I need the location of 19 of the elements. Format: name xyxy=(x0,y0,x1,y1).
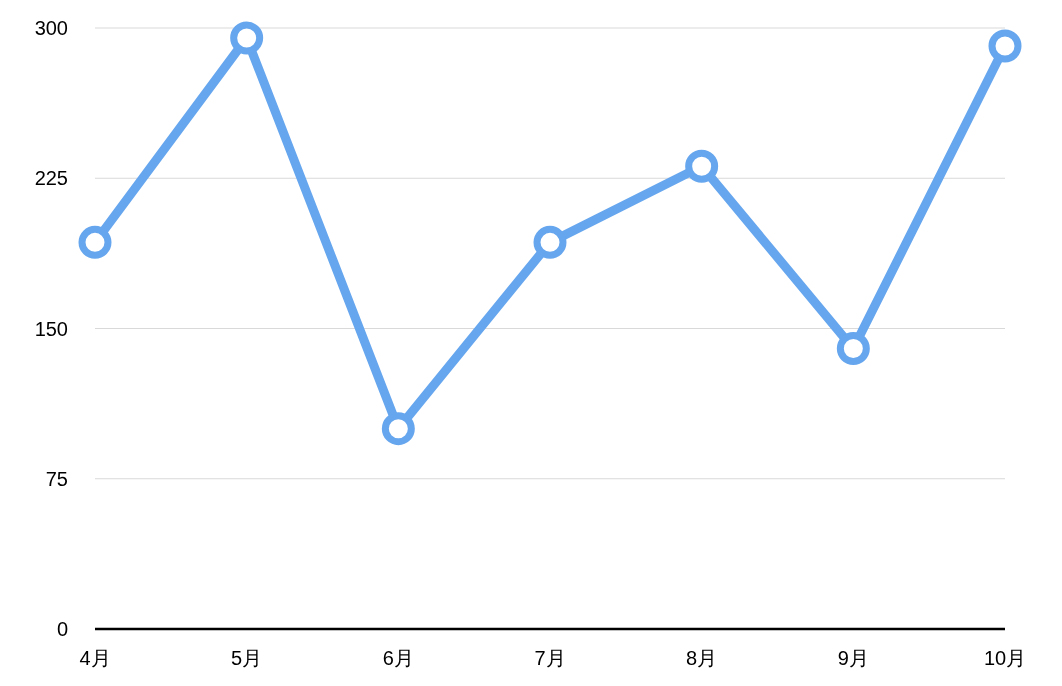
x-tick-label: 10月 xyxy=(983,647,1027,669)
x-tick-label: 9月 xyxy=(837,647,869,669)
x-tick-label: 7月 xyxy=(534,647,566,669)
y-tick-label: 0 xyxy=(56,618,68,640)
point xyxy=(78,225,112,259)
y-tick-label: 225 xyxy=(34,167,68,190)
y-tick-label: 75 xyxy=(45,467,68,490)
y-tick-label: 150 xyxy=(34,317,68,340)
point xyxy=(533,225,567,259)
point xyxy=(381,412,415,446)
point xyxy=(988,29,1022,63)
x-tick-label: 6月 xyxy=(382,647,414,669)
point xyxy=(685,149,719,183)
point xyxy=(836,332,870,366)
y-tick-label: 300 xyxy=(34,17,68,39)
x-tick-label: 4月 xyxy=(79,647,111,669)
x-tick-label: 5月 xyxy=(231,647,263,669)
x-tick-label: 8月 xyxy=(686,647,718,669)
point xyxy=(230,21,264,55)
